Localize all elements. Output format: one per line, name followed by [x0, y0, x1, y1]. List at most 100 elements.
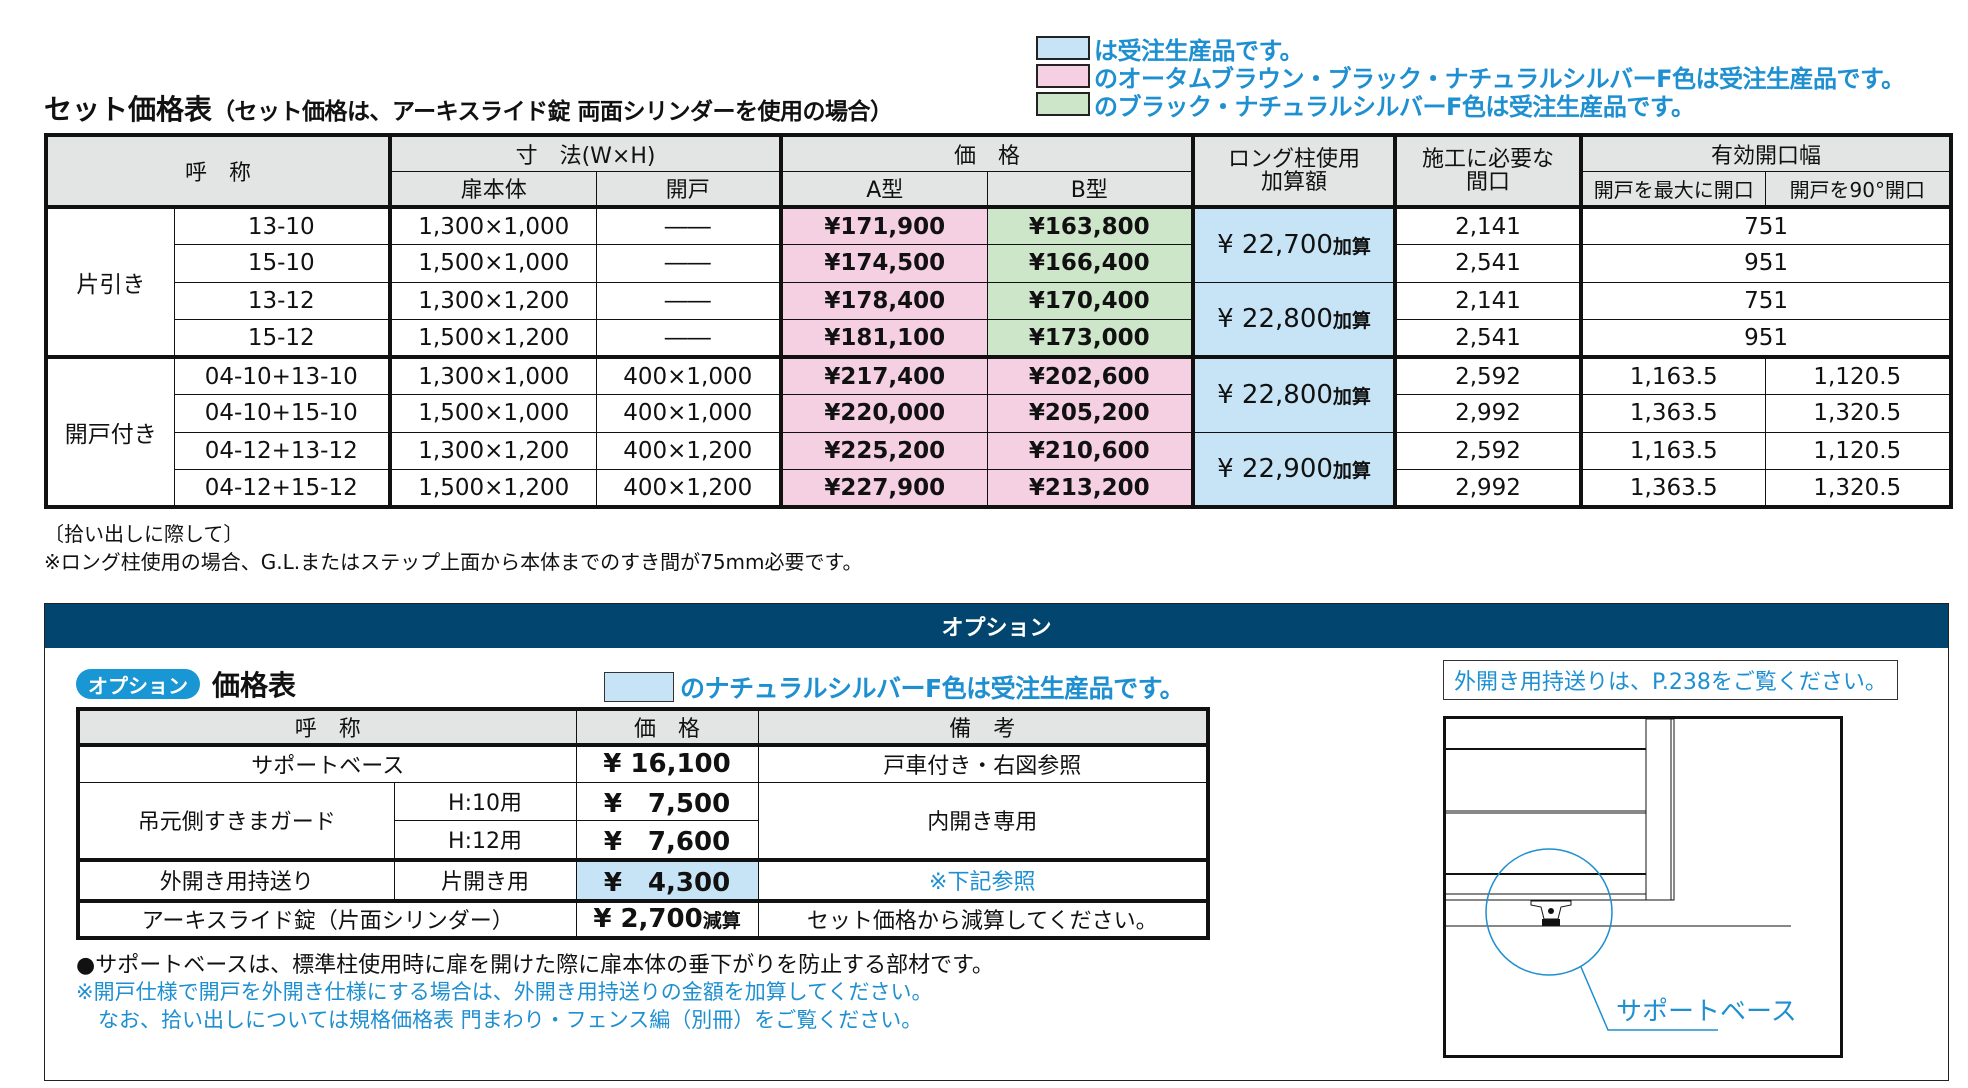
cell-door: 400×1,000 [595, 355, 782, 395]
table-row: 13-12 1,300×1,200 ―― ¥178,400 ¥170,400 ¥… [46, 281, 1952, 358]
legend-made-to-order: は受注生産品です。 [1036, 34, 1304, 65]
header-name: 呼 称 [77, 708, 577, 746]
table-row: アーキスライド錠（片面シリンダー） ¥ 2,700減算 セット価格から減算してく… [77, 898, 1209, 938]
option-legend: のナチュラルシルバーF色は受注生産品です。 [604, 669, 1185, 705]
note-support-base: ●サポートベースは、標準柱使用時に扉を開けた際に扉本体の垂下がりを防止する部材で… [76, 953, 994, 978]
legend-swatch-blue [604, 672, 674, 702]
reference-note-box: 外開き用持送りは、P.238をご覧ください。 [1443, 660, 1898, 700]
table-row: 15-12 1,500×1,200 ―― ¥181,100 ¥173,000 2… [46, 319, 1952, 358]
cell-name: 04-12+13-12 [173, 431, 391, 470]
option-price-table: 呼 称 価 格 備 考 サポートベース ¥ 16,100 戸車付き・右図参照 吊… [76, 707, 1211, 940]
table-row: 吊元側すきまガード H:10用 ¥ 7,500 内開き専用 [77, 781, 1209, 860]
legend-text: のナチュラルシルバーF色は受注生産品です。 [680, 674, 1185, 703]
support-base-diagram: サポートベース [1443, 716, 1843, 1058]
cell-eff-90: 1,120.5 [1764, 431, 1952, 470]
cell-price: ¥ 4,300 [575, 857, 759, 901]
cell-long-post-addon: ¥ 22,800加算 [1191, 281, 1396, 358]
cell-price-a: ¥181,100 [779, 319, 988, 358]
cell-eff-max: 1,363.5 [1579, 394, 1766, 433]
header-long-post: ロング柱使用 加算額 [1191, 134, 1396, 208]
cell-door: ―― [595, 319, 782, 358]
header-price-b: B型 [986, 170, 1194, 208]
header-price: 価 格 [779, 134, 1194, 172]
cell-price-b: ¥173,000 [986, 319, 1194, 358]
cell-body: 1,500×1,000 [388, 394, 597, 433]
cell-price-a: ¥174,500 [779, 244, 988, 283]
cell-effective: 951 [1579, 244, 1952, 283]
table-row: 04-12+13-12 1,300×1,200 400×1,200 ¥225,2… [46, 431, 1952, 508]
cell-price-a: ¥220,000 [779, 394, 988, 433]
cell-name: サポートベース [77, 743, 577, 783]
legend-text: のオータムブラウン・ブラック・ナチュラルシルバーF色は受注生産品です。 [1094, 64, 1905, 93]
legend-text: は受注生産品です。 [1094, 36, 1304, 65]
legend-green: のブラック・ナチュラルシルバーF色は受注生産品です。 [1036, 90, 1695, 121]
cell-door: 400×1,200 [595, 469, 782, 508]
option-panel: オプション [44, 603, 1949, 1081]
note-reference: なお、拾い出しについては規格価格表 門まわり・フェンス編（別冊）をご覧ください。 [98, 1008, 923, 1032]
cell-body: 1,300×1,000 [388, 205, 597, 245]
table-row: 外開き用持送り 片開き用 ¥ 4,300 ※下記参照 [77, 857, 1209, 901]
table-row: 15-10 1,500×1,000 ―― ¥174,500 ¥166,400 2… [46, 244, 1952, 283]
cell-door: ―― [595, 244, 782, 283]
option-header: オプション [45, 604, 1948, 648]
legend-swatch-pink [1036, 64, 1090, 88]
cell-eff-max: 1,163.5 [1579, 431, 1766, 470]
cell-name: 04-10+13-10 [173, 355, 391, 395]
cell-name: 13-10 [173, 205, 391, 245]
cell-price-a: ¥225,200 [779, 431, 988, 470]
cell-opening: 2,592 [1393, 431, 1582, 470]
cell-price-b: ¥163,800 [986, 205, 1194, 245]
header-size: 寸 法(W×H) [388, 134, 782, 172]
cell-price-b: ¥210,600 [986, 431, 1194, 470]
cell-price-b: ¥202,600 [986, 355, 1194, 395]
cell-name: 04-10+15-10 [173, 394, 391, 433]
cell-eff-max: 1,163.5 [1579, 355, 1766, 395]
cell-price-b: ¥213,200 [986, 469, 1194, 508]
cell-sub: H:12用 [393, 819, 577, 860]
option-price-title: 価格表 [212, 669, 297, 702]
set-price-table: 呼 称 寸 法(W×H) 価 格 ロング柱使用 加算額 施工に必要な 間口 有効… [44, 133, 1954, 509]
header-opening: 施工に必要な 間口 [1393, 134, 1582, 208]
cell-opening: 2,992 [1393, 394, 1582, 433]
cell-effective: 951 [1579, 319, 1952, 358]
table-row: 片引き 13-10 1,300×1,000 ―― ¥171,900 ¥163,8… [45, 205, 1952, 358]
cell-price: ¥ 2,700減算 [575, 898, 759, 938]
cell-price-a: ¥217,400 [779, 355, 988, 395]
group-label: 片引き [45, 205, 175, 358]
header-price: 価 格 [575, 708, 759, 746]
cell-name: 15-10 [173, 244, 391, 283]
cell-long-post-addon: ¥ 22,900加算 [1191, 431, 1396, 508]
header-eff-max: 開戸を最大に開口 [1579, 170, 1766, 208]
cell-body: 1,300×1,200 [388, 431, 597, 470]
cell-price-b: ¥170,400 [986, 281, 1194, 320]
cell-eff-90: 1,320.5 [1764, 394, 1952, 433]
cell-sub: 片開き用 [393, 857, 577, 901]
cell-sub: H:10用 [393, 781, 577, 821]
legend-text: のブラック・ナチュラルシルバーF色は受注生産品です。 [1094, 92, 1695, 121]
cell-body: 1,500×1,200 [388, 469, 597, 508]
header-effective: 有効開口幅 [1579, 134, 1952, 172]
cell-opening: 2,141 [1393, 281, 1582, 320]
cell-door: 400×1,000 [595, 394, 782, 433]
table-row: 開戸付き 04-10+13-10 1,300×1,000 400×1,000 ¥… [45, 355, 1952, 508]
set-price-subtitle: （セット価格は、アーキスライド錠 両面シリンダーを使用の場合） [212, 99, 893, 125]
cell-opening: 2,541 [1393, 244, 1582, 283]
cell-price-a: ¥178,400 [779, 281, 988, 320]
cell-price: ¥ 16,100 [575, 743, 759, 783]
cell-effective: 751 [1579, 281, 1952, 320]
cell-eff-90: 1,120.5 [1764, 355, 1952, 395]
header-name: 呼 称 [45, 134, 391, 208]
cell-remarks: セット価格から減算してください。 [757, 898, 1209, 938]
header-remarks: 備 考 [757, 708, 1209, 746]
cell-name: 04-12+15-12 [173, 469, 391, 508]
cell-name: 13-12 [173, 281, 391, 320]
cell-eff-max: 1,363.5 [1579, 469, 1766, 508]
header-size-body: 扉本体 [388, 170, 597, 208]
cell-name: 外開き用持送り [77, 857, 395, 901]
notes-long-post: ※ロング柱使用の場合、G.L.またはステップ上面から本体までのすき間が75mm必… [44, 550, 863, 574]
cell-door: 400×1,200 [595, 431, 782, 470]
notes-heading: 〔拾い出しに際して〕 [44, 522, 244, 546]
cell-eff-90: 1,320.5 [1764, 469, 1952, 508]
cell-price: ¥ 7,600 [575, 819, 759, 860]
cell-door: ―― [595, 281, 782, 320]
